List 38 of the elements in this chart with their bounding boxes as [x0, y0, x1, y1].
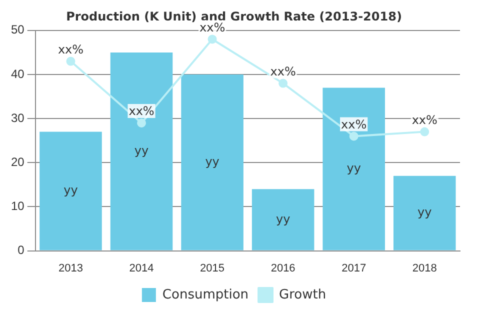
data-label: xx%: [412, 112, 438, 127]
data-label: xx%: [199, 20, 226, 34]
point: [420, 127, 430, 136]
point: [66, 56, 76, 66]
x-tick-label: 2013: [58, 262, 83, 274]
legend-label: Consumption: [162, 287, 249, 302]
y-tick-label: 20: [10, 154, 25, 169]
data-label: yy: [64, 183, 78, 198]
point: [137, 118, 146, 128]
bar: [110, 52, 173, 250]
data-label: xx%: [270, 64, 296, 78]
y-tick-label: 30: [10, 110, 25, 125]
y-tick-label: 50: [10, 22, 25, 37]
x-tick-label: 2015: [200, 262, 225, 274]
x-tick-label: 2018: [412, 262, 437, 274]
bar: [393, 176, 456, 250]
bar: [181, 74, 244, 250]
y-tick-label: 0: [18, 243, 25, 258]
y-tick-label: 40: [10, 66, 25, 81]
data-label: yy: [418, 205, 432, 220]
y-tick-label: 10: [10, 199, 25, 214]
bar: [322, 88, 385, 250]
point: [208, 34, 217, 44]
x-tick-label: 2017: [342, 262, 366, 274]
data-label: xx%: [58, 42, 84, 56]
point: [349, 132, 358, 141]
x-tick-label: 2014: [129, 262, 154, 274]
data-label: yy: [276, 212, 290, 226]
data-label: yy: [205, 154, 220, 169]
legend-label: Growth: [279, 287, 326, 302]
bar: [40, 132, 102, 250]
data-label: xx%: [341, 117, 367, 132]
bar: [252, 189, 314, 250]
data-label: yy: [346, 161, 361, 176]
data-label: yy: [134, 143, 149, 158]
point: [278, 78, 288, 88]
data-label: xx%: [128, 104, 154, 118]
x-tick-label: 2016: [270, 262, 296, 274]
